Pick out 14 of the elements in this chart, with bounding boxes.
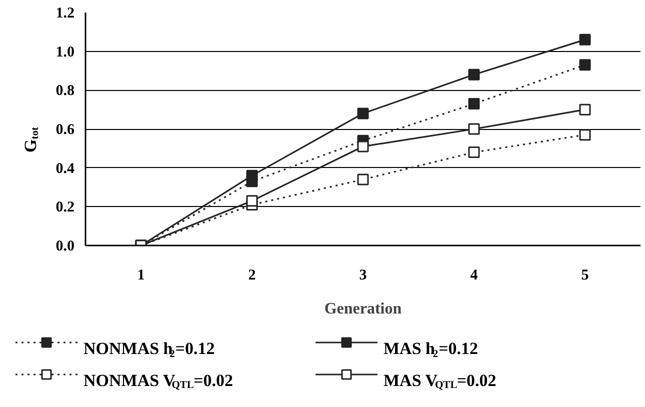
y-tick-label: 1.0 [56, 44, 74, 60]
y-tick-label: 0.0 [56, 238, 74, 254]
x-tick-label: 2 [248, 268, 256, 284]
x-axis-title: Generation [324, 300, 402, 318]
y-tick-label: 0.2 [56, 200, 74, 216]
y-axis-title: Gtot [21, 126, 42, 152]
x-tick-label: 4 [470, 268, 478, 284]
y-tick-label: 0.4 [56, 160, 75, 177]
y-tick-label: 0.6 [56, 122, 75, 138]
x-tick-label: 1 [137, 268, 145, 284]
y-tick-label: 0.8 [56, 83, 74, 100]
x-tick-label: 5 [581, 268, 589, 284]
y-tick-label: 1.2 [56, 6, 74, 22]
x-tick-label: 3 [359, 268, 367, 284]
